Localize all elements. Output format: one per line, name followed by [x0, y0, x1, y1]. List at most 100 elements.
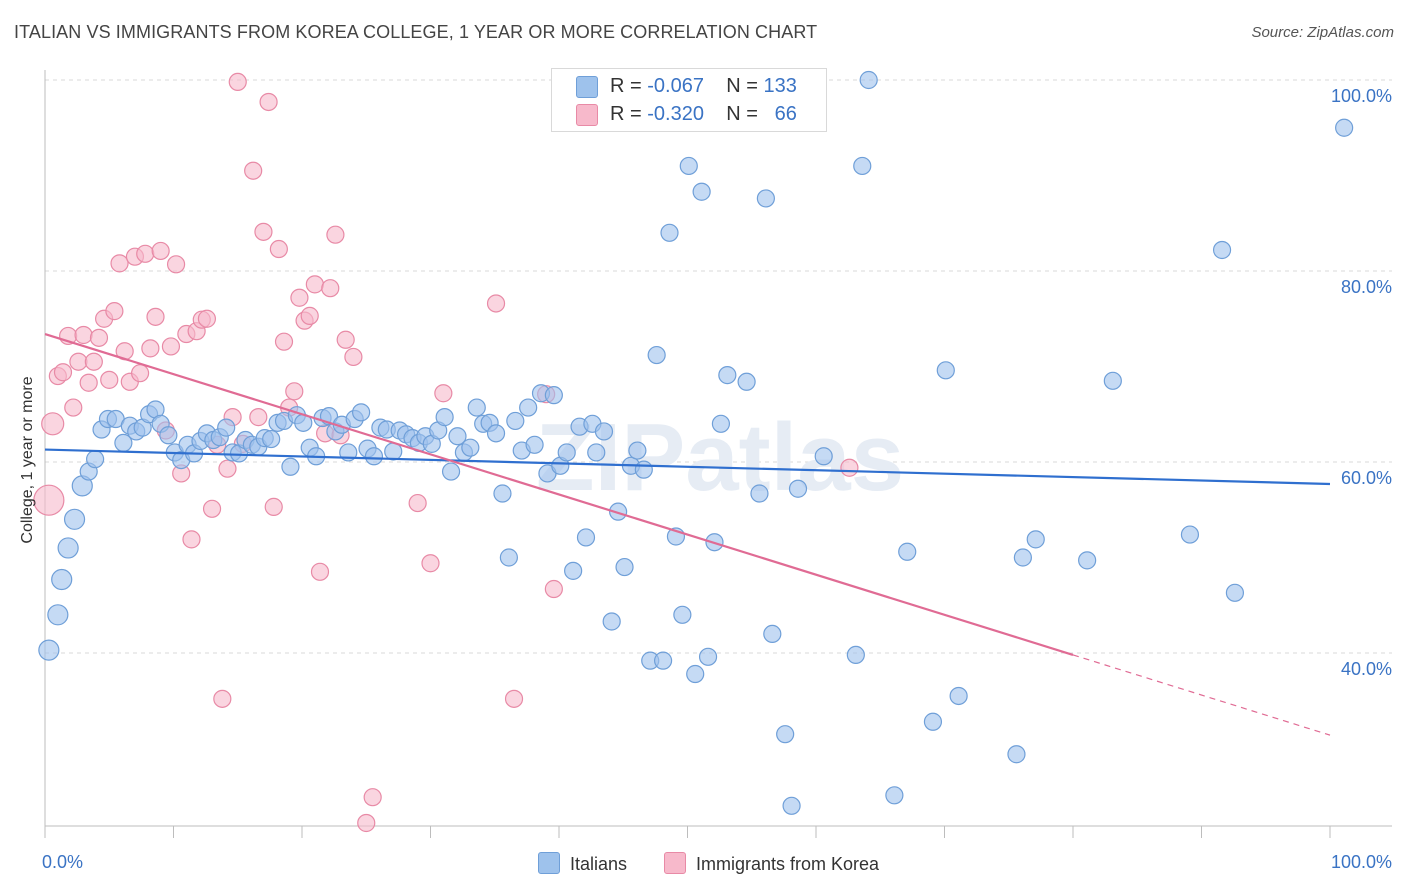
italians-point	[698, 647, 718, 666]
italians-point	[949, 686, 968, 706]
chart-source: Source: ZipAtlas.com	[1251, 24, 1394, 41]
y-tick-label-60: 60.0%	[1340, 468, 1392, 488]
korea-point	[249, 408, 268, 427]
italians-point	[1212, 240, 1232, 260]
italians-point	[576, 528, 596, 547]
korea-point	[84, 352, 103, 371]
korea-point	[544, 579, 563, 599]
korea-point	[136, 244, 155, 263]
italians-point	[859, 70, 878, 90]
chart-title: ITALIAN VS IMMIGRANTS FROM KOREA COLLEGE…	[14, 22, 818, 42]
korea-point	[53, 363, 73, 382]
bottom-legend-korea[interactable]: Immigrants from Korea	[664, 852, 879, 875]
korea-trend-line	[44, 332, 1074, 656]
legend-swatch-korea	[576, 104, 598, 126]
legend-n-italians: 133	[763, 75, 797, 97]
legend-n-korea: 66	[774, 103, 797, 125]
italians-point	[493, 484, 512, 503]
legend-r-italians: -0.067	[647, 75, 704, 97]
italians-point	[441, 462, 461, 481]
korea-point	[305, 275, 324, 294]
y-axis-label: College, 1 year or more	[19, 376, 36, 544]
italians-point	[634, 460, 653, 479]
italians-point	[506, 411, 525, 431]
italians-point	[47, 604, 69, 626]
korea-point	[182, 530, 201, 549]
korea-point	[504, 689, 524, 708]
korea-point	[89, 328, 109, 347]
italians-point	[647, 345, 666, 365]
korea-point	[69, 352, 88, 371]
korea-point	[486, 294, 506, 313]
y-tick-label-40: 40.0%	[1340, 659, 1392, 679]
italians-point	[38, 639, 60, 661]
italians-point	[217, 418, 236, 437]
italians-point	[686, 664, 705, 684]
korea-point	[151, 241, 170, 261]
korea-point	[105, 302, 124, 321]
korea-point	[228, 72, 247, 92]
korea-point	[321, 279, 340, 298]
italians-point	[885, 786, 904, 805]
italians-point	[587, 443, 606, 462]
italians-point	[352, 403, 371, 422]
korea-point	[254, 222, 273, 241]
italians-point	[1180, 525, 1200, 544]
italians-point	[615, 557, 634, 577]
korea-point	[130, 364, 150, 383]
korea-point	[110, 254, 129, 273]
legend-swatch-italians	[576, 76, 598, 98]
italians-point	[1007, 745, 1026, 764]
korea-point	[408, 493, 427, 513]
italians-point	[594, 422, 614, 441]
italians-point	[782, 796, 801, 815]
x-tick-label-100: 100.0%	[1330, 852, 1392, 872]
italians-point	[519, 398, 538, 417]
korea-point	[100, 370, 119, 389]
korea-point	[840, 458, 859, 477]
korea-point	[41, 412, 65, 436]
korea-point	[141, 339, 160, 358]
italians-point	[499, 548, 518, 567]
italians-point	[1335, 118, 1354, 137]
italians-point	[692, 182, 711, 201]
correlation-legend: R = -0.067 N = 133 R = -0.320 N = 66	[551, 68, 827, 132]
italians-point	[461, 438, 480, 457]
bottom-legend-italians[interactable]: Italians	[538, 852, 627, 875]
korea-point	[74, 325, 93, 345]
italians-point	[525, 435, 544, 454]
bottom-legend-label-italians: Italians	[570, 854, 628, 874]
korea-point	[264, 497, 283, 516]
italians-point	[737, 372, 756, 391]
italians-point	[564, 561, 583, 580]
italians-point	[435, 408, 454, 427]
italians-point	[679, 156, 698, 176]
korea-point	[64, 398, 83, 417]
bottom-legend-label-korea: Immigrants from Korea	[696, 854, 880, 874]
italians-point	[364, 447, 384, 466]
korea-point	[197, 309, 217, 328]
italians-point	[602, 612, 621, 631]
italians-point	[281, 457, 300, 476]
bottom-legend-swatch-korea	[664, 852, 686, 874]
italians-point	[544, 386, 563, 405]
italians-point	[262, 429, 281, 449]
italians-point	[788, 479, 808, 498]
korea-point	[434, 384, 453, 403]
korea-point	[218, 459, 237, 478]
korea-point	[146, 307, 165, 326]
korea-point	[285, 382, 304, 401]
italians-point	[557, 443, 576, 462]
italians-trend-line	[44, 448, 1331, 486]
legend-r-korea: -0.320	[647, 103, 704, 125]
korea-point	[161, 337, 181, 356]
korea-point	[336, 330, 355, 349]
korea-point	[79, 373, 98, 392]
italians-point	[763, 624, 782, 644]
korea-point	[300, 306, 319, 325]
italians-point	[814, 447, 833, 466]
italians-point	[846, 645, 865, 665]
korea-point	[310, 562, 330, 581]
italians-point	[673, 605, 692, 624]
